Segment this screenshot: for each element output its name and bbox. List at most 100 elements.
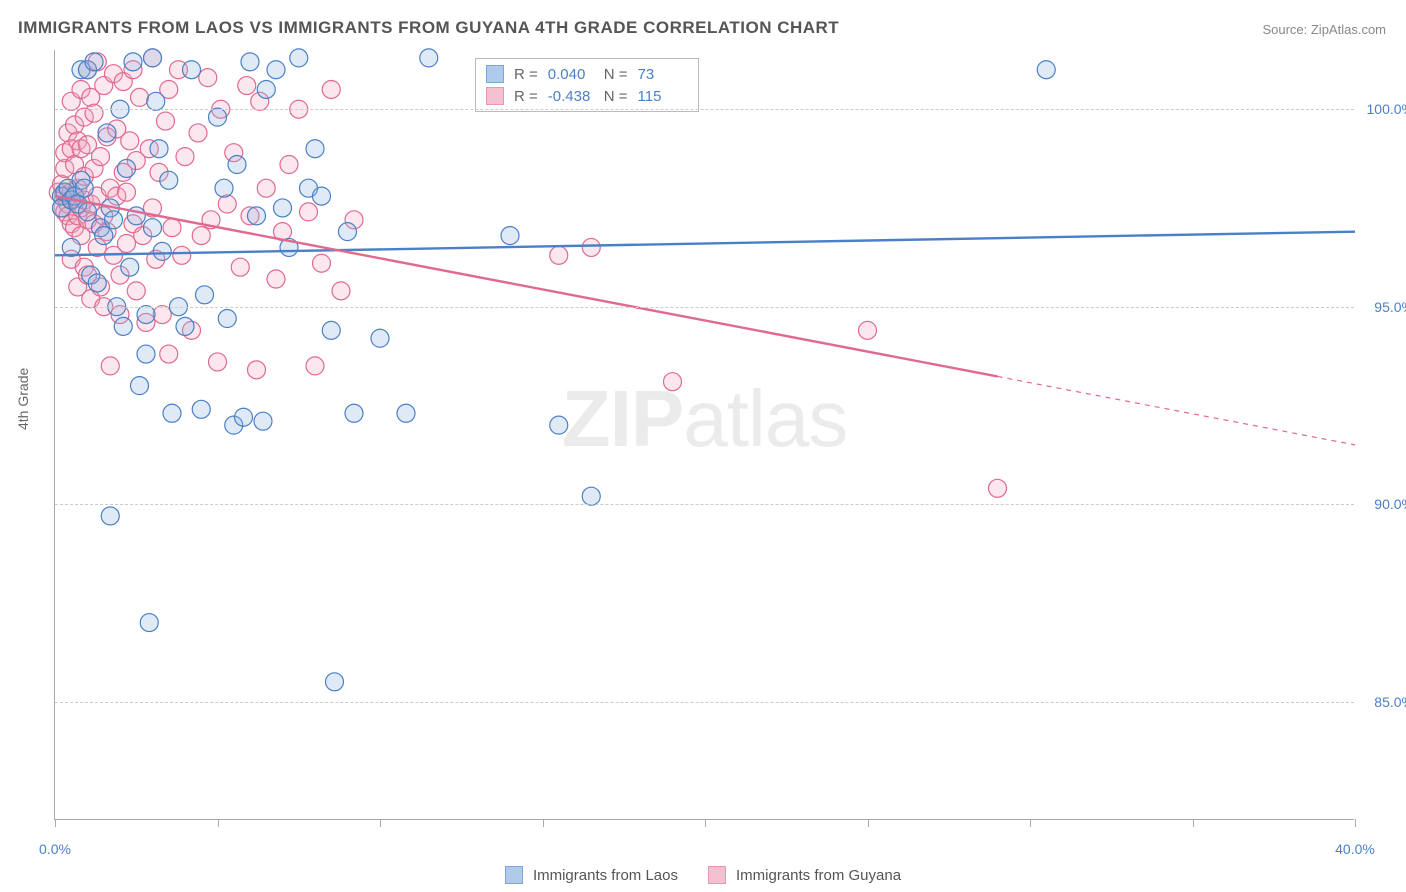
x-tick <box>218 819 219 827</box>
data-point <box>144 219 162 237</box>
swatch-laos <box>486 65 504 83</box>
trend-line <box>55 196 998 376</box>
data-point <box>248 207 266 225</box>
gridline <box>55 504 1354 505</box>
legend-label: Immigrants from Laos <box>533 867 678 884</box>
data-point <box>859 321 877 339</box>
data-point <box>257 179 275 197</box>
data-point <box>105 211 123 229</box>
data-point <box>290 49 308 67</box>
data-point <box>196 286 214 304</box>
data-point <box>127 282 145 300</box>
data-point <box>118 183 136 201</box>
data-point <box>257 80 275 98</box>
data-point <box>101 507 119 525</box>
data-point <box>173 246 191 264</box>
data-point <box>313 254 331 272</box>
swatch-laos-icon <box>505 866 523 884</box>
data-point <box>85 104 103 122</box>
chart-title: IMMIGRANTS FROM LAOS VS IMMIGRANTS FROM … <box>18 18 839 38</box>
plot-area: ZIPatlas R =0.040 N =73 R =-0.438 N =115… <box>54 50 1354 820</box>
data-point <box>192 227 210 245</box>
data-point <box>85 53 103 71</box>
data-point <box>92 148 110 166</box>
data-point <box>339 223 357 241</box>
data-point <box>153 306 171 324</box>
data-point <box>267 61 285 79</box>
gridline <box>55 109 1354 110</box>
data-point <box>95 227 113 245</box>
data-point <box>118 159 136 177</box>
data-point <box>140 614 158 632</box>
data-point <box>501 227 519 245</box>
data-point <box>118 234 136 252</box>
data-point <box>345 404 363 422</box>
data-point <box>199 69 217 87</box>
correlation-legend: R =0.040 N =73 R =-0.438 N =115 <box>475 58 699 112</box>
x-tick <box>543 819 544 827</box>
y-tick-label: 90.0% <box>1374 496 1406 512</box>
data-point <box>114 317 132 335</box>
data-point <box>300 203 318 221</box>
data-point <box>131 377 149 395</box>
legend-label: Immigrants from Guyana <box>736 867 901 884</box>
data-point <box>163 219 181 237</box>
data-point <box>218 310 236 328</box>
data-point <box>124 53 142 71</box>
x-tick <box>55 819 56 827</box>
data-point <box>582 238 600 256</box>
data-point <box>420 49 438 67</box>
x-tick <box>868 819 869 827</box>
x-tick <box>1030 819 1031 827</box>
gridline <box>55 702 1354 703</box>
y-tick-label: 95.0% <box>1374 299 1406 315</box>
data-point <box>121 258 139 276</box>
data-point <box>209 108 227 126</box>
legend-item-guyana: Immigrants from Guyana <box>708 866 901 884</box>
data-point <box>160 345 178 363</box>
data-point <box>989 479 1007 497</box>
legend-item-laos: Immigrants from Laos <box>505 866 678 884</box>
data-point <box>75 179 93 197</box>
gridline <box>55 307 1354 308</box>
trend-line-dashed <box>998 376 1356 444</box>
data-point <box>371 329 389 347</box>
data-point <box>231 258 249 276</box>
data-point <box>313 187 331 205</box>
data-point <box>98 124 116 142</box>
chart-source: Source: ZipAtlas.com <box>1262 22 1386 37</box>
data-point <box>254 412 272 430</box>
data-point <box>189 124 207 142</box>
data-point <box>131 88 149 106</box>
data-point <box>137 345 155 363</box>
data-point <box>306 140 324 158</box>
data-point <box>176 317 194 335</box>
chart-svg <box>55 50 1354 819</box>
data-point <box>664 373 682 391</box>
data-point <box>582 487 600 505</box>
x-tick <box>705 819 706 827</box>
series-legend: Immigrants from Laos Immigrants from Guy… <box>0 866 1406 884</box>
y-tick-label: 100.0% <box>1367 101 1406 117</box>
data-point <box>235 408 253 426</box>
data-point <box>163 404 181 422</box>
data-point <box>228 156 246 174</box>
legend-row-laos: R =0.040 N =73 <box>486 63 688 85</box>
data-point <box>322 321 340 339</box>
swatch-guyana-icon <box>708 866 726 884</box>
y-axis-label: 4th Grade <box>15 368 31 430</box>
x-tick <box>380 819 381 827</box>
data-point <box>121 132 139 150</box>
trend-line <box>55 232 1355 256</box>
data-point <box>280 156 298 174</box>
data-point <box>267 270 285 288</box>
data-point <box>192 400 210 418</box>
swatch-guyana <box>486 87 504 105</box>
data-point <box>332 282 350 300</box>
data-point <box>322 80 340 98</box>
data-point <box>306 357 324 375</box>
data-point <box>88 274 106 292</box>
data-point <box>1037 61 1055 79</box>
data-point <box>160 171 178 189</box>
legend-row-guyana: R =-0.438 N =115 <box>486 85 688 107</box>
